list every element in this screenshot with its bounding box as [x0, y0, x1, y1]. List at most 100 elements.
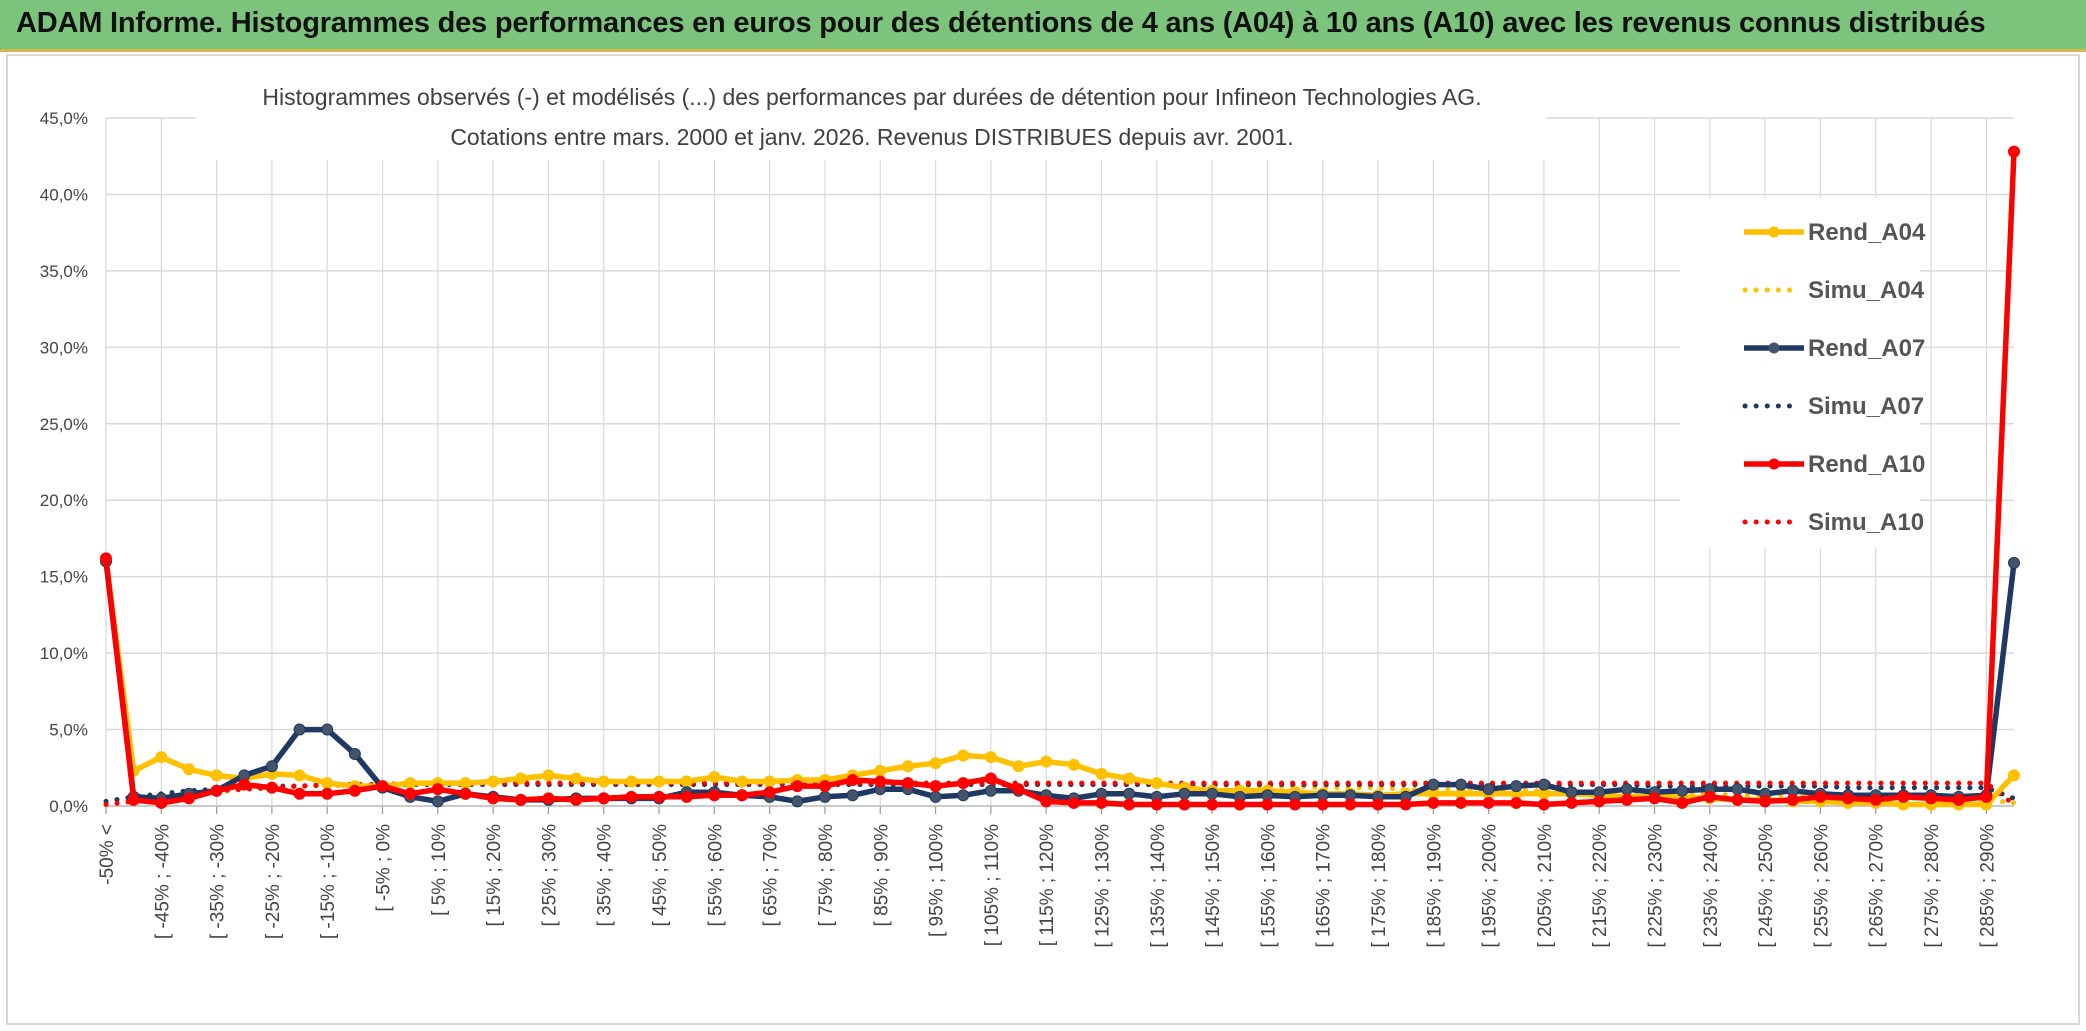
x-tick-label: [ -5% ; 0%	[374, 824, 395, 912]
data-point	[874, 764, 887, 777]
data-point	[625, 790, 638, 803]
data-point	[957, 777, 970, 790]
data-point	[957, 749, 970, 762]
x-tick-label: [ 115% ; 120%	[1037, 824, 1058, 946]
data-point	[597, 775, 610, 788]
data-point	[929, 757, 942, 770]
data-point	[818, 780, 831, 793]
x-tick-label: [ 215% ; 220%	[1590, 824, 1611, 948]
y-tick-label: 10,0%	[40, 644, 88, 663]
legend-background	[1680, 198, 1920, 548]
data-point	[1206, 798, 1219, 811]
x-tick-label: [ 105% ; 110%	[982, 824, 1003, 946]
data-point	[570, 793, 583, 806]
plot-area-border	[6, 54, 2080, 1025]
y-tick-label: 20,0%	[40, 491, 88, 510]
legend-item: Rend_A07	[1744, 335, 1925, 362]
legend-item: Simu_A10	[1742, 509, 1924, 536]
y-tick-label: 0,0%	[49, 797, 88, 816]
data-point	[929, 790, 942, 803]
data-point	[514, 772, 527, 785]
title-banner: ADAM Informe. Histogrammes des performan…	[0, 0, 2086, 52]
series-line-dotted	[103, 780, 2017, 807]
data-point	[1206, 787, 1219, 800]
y-tick-label: 45,0%	[40, 109, 88, 128]
data-point	[321, 723, 334, 736]
data-point	[1648, 792, 1661, 805]
x-tick-label: [ -15% ; -10%	[318, 824, 339, 939]
x-tick-label: [ 185% ; 190%	[1424, 824, 1445, 948]
data-point	[1427, 796, 1440, 809]
x-tick-label: [ -25% ; -20%	[263, 824, 284, 939]
legend-item: Simu_A07	[1742, 393, 1924, 420]
data-point	[1261, 798, 1274, 811]
x-tick-label: [ 145% ; 150%	[1203, 824, 1224, 948]
data-point	[1703, 790, 1716, 803]
data-point	[1925, 792, 1938, 805]
data-point	[791, 795, 804, 808]
x-tick-label: [ 205% ; 210%	[1535, 824, 1556, 948]
data-point	[1150, 798, 1163, 811]
x-tick-label: [ 235% ; 240%	[1701, 824, 1722, 948]
chart-title-line-1: Histogrammes observés (-) et modélisés (…	[262, 84, 1481, 110]
legend-marker	[1768, 458, 1780, 470]
data-point	[542, 769, 555, 782]
data-point	[1344, 798, 1357, 811]
data-point	[597, 792, 610, 805]
x-tick-label: [ 155% ; 160%	[1258, 824, 1279, 948]
data-point	[348, 748, 361, 761]
data-point	[1842, 792, 1855, 805]
data-point	[1012, 783, 1025, 796]
data-point	[1620, 783, 1633, 796]
data-point	[1399, 798, 1412, 811]
data-point	[404, 787, 417, 800]
data-point	[487, 775, 500, 788]
data-point	[625, 775, 638, 788]
x-tick-label: [ 75% ; 80%	[816, 824, 837, 927]
data-point	[1454, 796, 1467, 809]
data-point	[265, 781, 278, 794]
data-point	[431, 783, 444, 796]
x-tick-label: [ 245% ; 250%	[1756, 824, 1777, 948]
data-point	[680, 790, 693, 803]
data-point	[404, 777, 417, 790]
data-point	[1040, 755, 1053, 768]
data-point	[901, 760, 914, 773]
data-point	[763, 786, 776, 799]
data-point	[1869, 793, 1882, 806]
data-point	[653, 775, 666, 788]
data-point	[653, 790, 666, 803]
x-tick-label: [ 85% ; 90%	[871, 824, 892, 927]
data-point	[155, 796, 168, 809]
data-point	[1012, 760, 1025, 773]
x-tick-label: [ 5% ; 10%	[429, 824, 450, 916]
data-point	[1565, 796, 1578, 809]
x-tick-label: -50% <	[97, 824, 118, 885]
legend-marker	[1768, 226, 1780, 238]
data-point	[1178, 787, 1191, 800]
data-point	[182, 763, 195, 776]
chart-title-background	[196, 76, 1546, 160]
x-tick-label: [ 195% ; 200%	[1480, 824, 1501, 948]
data-point	[1095, 767, 1108, 780]
data-point	[487, 792, 500, 805]
y-tick-label: 30,0%	[40, 338, 88, 357]
data-point	[570, 772, 583, 785]
data-point	[1123, 798, 1136, 811]
data-point	[708, 770, 721, 783]
x-tick-label: [ 125% ; 130%	[1092, 824, 1113, 948]
x-tick-label: [ 165% ; 170%	[1314, 824, 1335, 948]
data-point	[431, 795, 444, 808]
data-point	[1731, 793, 1744, 806]
data-point	[984, 751, 997, 764]
data-point	[708, 789, 721, 802]
data-point	[2008, 769, 2020, 782]
y-tick-label: 15,0%	[40, 568, 88, 587]
series-line	[103, 148, 2017, 808]
data-point	[791, 780, 804, 793]
data-point	[210, 769, 223, 782]
data-point	[2008, 145, 2020, 158]
data-point	[100, 552, 112, 565]
data-point	[321, 787, 334, 800]
